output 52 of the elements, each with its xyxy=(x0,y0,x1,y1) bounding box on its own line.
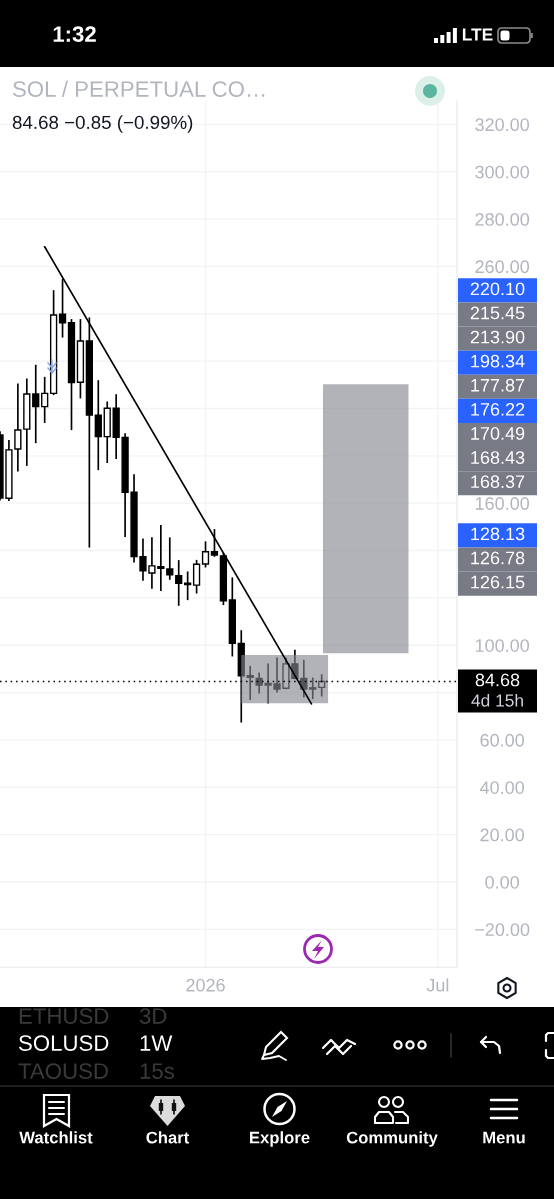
text: 3D xyxy=(139,1008,167,1024)
text: 213.90 xyxy=(470,330,525,344)
text: 15s xyxy=(140,1063,175,1079)
x-tick-label: Jul xyxy=(426,978,449,992)
text: 126.15 xyxy=(471,575,525,589)
candlestick xyxy=(184,571,192,601)
text: 126.78 xyxy=(471,551,525,565)
text: ETHUSD xyxy=(19,1008,109,1024)
ref-line-label: 84.68 xyxy=(475,673,520,687)
y-tick-label: 60.00 xyxy=(480,733,525,747)
y-tick-label: 320.00 xyxy=(475,118,530,132)
text: TAOUSD xyxy=(18,1063,108,1079)
text: 198.34 xyxy=(471,354,525,368)
text: Menu xyxy=(483,1131,525,1144)
text: 177.87 xyxy=(471,378,525,392)
candlestick xyxy=(210,529,219,557)
x-tick-label: 2026 xyxy=(186,978,225,992)
text: 128.13 xyxy=(471,527,525,541)
y-tick-label: 100.00 xyxy=(475,639,530,652)
candlestick xyxy=(94,380,102,471)
y-tick-label: 0.00 xyxy=(485,875,519,889)
y-tick-label: 160.00 xyxy=(475,497,530,510)
text: 168.43 xyxy=(471,451,525,464)
text: 170.49 xyxy=(471,427,525,440)
text: 1:32 xyxy=(53,26,96,42)
text: LTE xyxy=(462,28,493,41)
text: 220.10 xyxy=(470,282,525,296)
candlestick xyxy=(166,537,174,580)
text: 84.68 −0.85 (−0.99%) xyxy=(12,115,193,133)
candlestick xyxy=(175,560,183,606)
text: 4d 15h xyxy=(471,693,523,707)
y-tick-label: 300.00 xyxy=(475,165,530,179)
y-tick-label: 20.00 xyxy=(480,828,525,842)
y-tick-label: −20.00 xyxy=(475,923,530,937)
text: SOLUSD xyxy=(19,1035,109,1051)
text: 168.37 xyxy=(471,475,525,489)
text: Explore xyxy=(250,1131,310,1147)
candlestick xyxy=(201,541,210,568)
text: Chart xyxy=(146,1131,190,1144)
y-tick-label: 40.00 xyxy=(479,781,525,794)
candlestick xyxy=(32,364,40,444)
text: 215.45 xyxy=(470,306,525,320)
chart-title: SOL / PERPETUAL CO… xyxy=(13,80,265,97)
y-tick-label: 260.00 xyxy=(475,260,530,274)
text: Watchlist xyxy=(19,1131,93,1144)
text: 1W xyxy=(140,1035,173,1051)
candlestick xyxy=(41,376,49,424)
candlestick xyxy=(192,559,201,594)
candlestick xyxy=(58,279,67,338)
y-tick-label: 280.00 xyxy=(475,213,530,226)
text: Community xyxy=(346,1131,438,1147)
text: 176.22 xyxy=(471,402,525,416)
